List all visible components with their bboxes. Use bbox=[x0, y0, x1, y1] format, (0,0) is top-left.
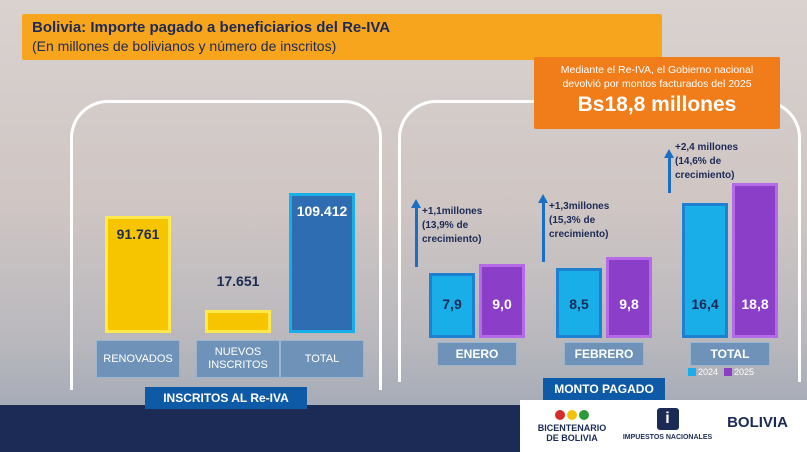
arrow bbox=[415, 206, 418, 267]
title-box: Bolivia: Importe pagado a beneficiarios … bbox=[22, 14, 662, 60]
legend: 2024 2025 bbox=[688, 367, 754, 377]
bar bbox=[105, 215, 171, 333]
annotation: +2,4 millones (14,6% de crecimiento) bbox=[675, 141, 739, 181]
bar bbox=[429, 272, 475, 338]
subtitle: (En millones de bolivianos y número de i… bbox=[32, 38, 337, 54]
legend-item: 2025 bbox=[724, 367, 754, 377]
value-label: 7,9 bbox=[442, 296, 462, 312]
bar bbox=[556, 267, 602, 338]
logo: i IMPUESTOS NACIONALES bbox=[620, 408, 715, 441]
annotation: +1,3millones (15,3% de crecimiento) bbox=[549, 200, 610, 240]
value-label: 109.412 bbox=[296, 203, 348, 219]
logo-text: IMPUESTOS NACIONALES bbox=[622, 434, 713, 441]
value-label: 18,8 bbox=[741, 296, 769, 312]
arrow-head bbox=[538, 193, 548, 203]
arrow bbox=[542, 201, 545, 262]
value-label: 17.651 bbox=[216, 273, 260, 289]
category-label: TOTAL bbox=[280, 340, 364, 378]
logo: BICENTENARIO DE BOLIVIA bbox=[532, 410, 612, 443]
category-label: TOTAL bbox=[690, 342, 770, 366]
value-label: 8,5 bbox=[569, 296, 589, 312]
arrow-head bbox=[411, 198, 421, 208]
chart-title: MONTO PAGADO bbox=[543, 378, 665, 400]
value-label: 16,4 bbox=[691, 296, 719, 312]
bar bbox=[289, 193, 355, 333]
bar bbox=[682, 202, 728, 338]
chart-title: INSCRITOS AL Re-IVA bbox=[145, 387, 307, 409]
bar bbox=[606, 257, 652, 338]
callout: Mediante el Re-IVA, el Gobierno nacional… bbox=[534, 57, 780, 129]
arrow bbox=[668, 156, 671, 193]
logo-text: BICENTENARIO DE BOLIVIA bbox=[537, 423, 607, 443]
footer-logos: BICENTENARIO DE BOLIVIA i IMPUESTOS NACI… bbox=[520, 400, 807, 452]
value-label: 9,0 bbox=[492, 296, 512, 312]
category-label: FEBRERO bbox=[564, 342, 644, 366]
callout-text: Mediante el Re-IVA, el Gobierno nacional… bbox=[560, 64, 754, 90]
left-panel bbox=[70, 100, 382, 390]
value-label: 9,8 bbox=[619, 296, 639, 312]
category-label: ENERO bbox=[437, 342, 517, 366]
bar bbox=[479, 263, 525, 338]
logo: BOLIVIA bbox=[727, 414, 788, 431]
arrow-head bbox=[664, 148, 674, 158]
title: Bolivia: Importe pagado a beneficiarios … bbox=[32, 19, 391, 36]
annotation: +1,1millones (13,9% de crecimiento) bbox=[422, 205, 483, 245]
legend-label: 2025 bbox=[734, 367, 755, 377]
legend-label: 2024 bbox=[698, 367, 719, 377]
bar bbox=[205, 310, 271, 333]
legend-item: 2024 bbox=[688, 367, 718, 377]
category-label: RENOVADOS bbox=[96, 340, 180, 378]
callout-amount: Bs18,8 millones bbox=[577, 93, 737, 116]
footer-band bbox=[0, 405, 520, 452]
legend-swatch bbox=[724, 368, 733, 376]
value-label: 91.761 bbox=[116, 225, 160, 242]
bar bbox=[732, 183, 778, 338]
legend-swatch bbox=[688, 368, 696, 376]
category-label: NUEVOS INSCRITOS bbox=[196, 340, 280, 378]
